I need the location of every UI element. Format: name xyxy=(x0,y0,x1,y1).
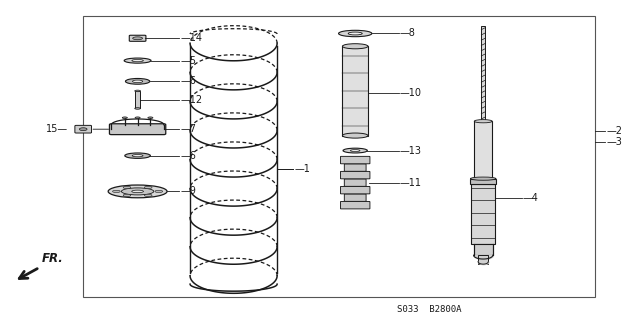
Bar xyxy=(470,179,496,184)
Ellipse shape xyxy=(145,194,152,197)
Text: —2: —2 xyxy=(606,126,622,136)
Bar xyxy=(478,255,488,264)
Ellipse shape xyxy=(79,128,87,131)
Ellipse shape xyxy=(155,190,163,192)
Text: —4: —4 xyxy=(523,193,539,203)
Ellipse shape xyxy=(132,80,143,83)
Text: —6: —6 xyxy=(180,76,196,86)
Ellipse shape xyxy=(145,186,152,189)
Ellipse shape xyxy=(122,117,127,119)
Text: —10: —10 xyxy=(400,87,422,98)
Ellipse shape xyxy=(124,58,151,63)
FancyBboxPatch shape xyxy=(109,124,166,135)
Text: FR.: FR. xyxy=(42,252,64,265)
FancyBboxPatch shape xyxy=(129,35,146,41)
Text: —1: —1 xyxy=(294,164,310,174)
Ellipse shape xyxy=(123,194,131,197)
Ellipse shape xyxy=(135,90,141,92)
Ellipse shape xyxy=(108,185,167,198)
Bar xyxy=(474,244,493,255)
Ellipse shape xyxy=(342,133,368,138)
FancyBboxPatch shape xyxy=(340,186,370,194)
Ellipse shape xyxy=(122,188,154,195)
Ellipse shape xyxy=(132,59,143,62)
Text: —5: —5 xyxy=(180,56,196,66)
FancyBboxPatch shape xyxy=(340,156,370,164)
Ellipse shape xyxy=(148,117,153,119)
Ellipse shape xyxy=(132,190,143,193)
Text: —13: —13 xyxy=(400,145,422,156)
Ellipse shape xyxy=(135,117,140,119)
Ellipse shape xyxy=(132,37,143,40)
FancyBboxPatch shape xyxy=(75,125,92,133)
Text: —8: —8 xyxy=(400,28,416,39)
FancyBboxPatch shape xyxy=(344,164,366,171)
Bar xyxy=(135,91,141,108)
Text: —12: —12 xyxy=(180,95,203,105)
Bar xyxy=(83,16,595,297)
Text: S033  B2800A: S033 B2800A xyxy=(397,305,461,314)
Ellipse shape xyxy=(132,155,143,157)
Ellipse shape xyxy=(474,120,492,123)
Text: 15—: 15— xyxy=(45,124,68,134)
Ellipse shape xyxy=(351,150,360,152)
Ellipse shape xyxy=(113,190,120,192)
Bar xyxy=(481,26,485,121)
Ellipse shape xyxy=(339,30,372,37)
Text: —14: —14 xyxy=(180,33,202,43)
Bar xyxy=(471,184,495,244)
Ellipse shape xyxy=(125,78,150,84)
Ellipse shape xyxy=(470,177,496,180)
Text: —6: —6 xyxy=(180,151,196,161)
Ellipse shape xyxy=(135,108,141,109)
Text: —11: —11 xyxy=(400,178,422,188)
FancyBboxPatch shape xyxy=(344,179,366,186)
Ellipse shape xyxy=(125,153,150,159)
FancyBboxPatch shape xyxy=(340,202,370,209)
Bar xyxy=(342,46,368,136)
FancyBboxPatch shape xyxy=(344,194,366,201)
FancyBboxPatch shape xyxy=(340,171,370,179)
Ellipse shape xyxy=(343,148,367,153)
Bar xyxy=(474,121,492,179)
Ellipse shape xyxy=(123,186,131,189)
Text: —3: —3 xyxy=(606,137,622,147)
Ellipse shape xyxy=(348,32,362,35)
Text: —7: —7 xyxy=(180,124,196,134)
Ellipse shape xyxy=(342,44,368,49)
Text: —9: —9 xyxy=(180,186,196,197)
